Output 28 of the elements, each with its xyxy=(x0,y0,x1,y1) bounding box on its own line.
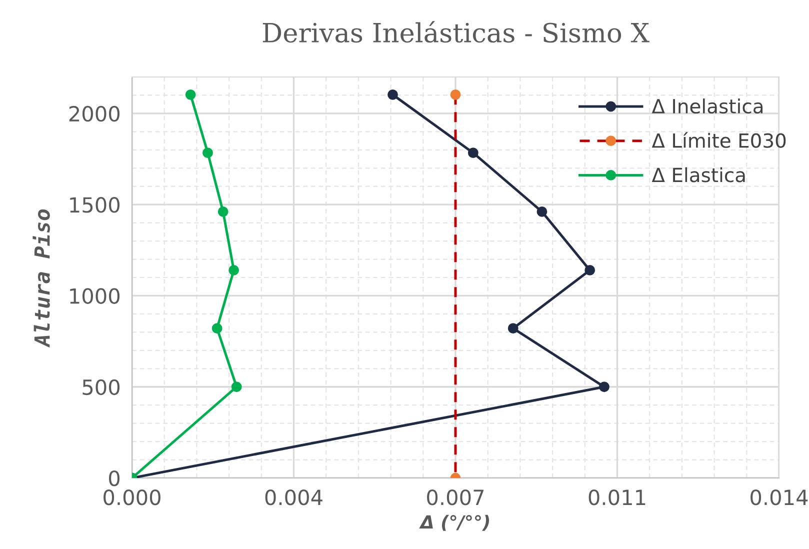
y-tick-label: 0 xyxy=(109,470,120,486)
point xyxy=(536,206,548,217)
x-tick-label: 0.011 xyxy=(588,489,646,506)
x-tick-label: 0.007 xyxy=(427,489,484,506)
point xyxy=(231,382,242,392)
x-tick-label: 0.000 xyxy=(104,489,160,506)
x-axis-title: Δ (°/°°) xyxy=(419,514,490,531)
point xyxy=(218,206,228,217)
chart-title: Derivas Inelásticas - Sismo X xyxy=(262,21,650,43)
point xyxy=(228,265,240,276)
point xyxy=(388,89,398,100)
y-tick-label: 2000 xyxy=(69,106,120,122)
legend-label: Δ Inelastica xyxy=(652,98,763,114)
legend-label: Δ Elastica xyxy=(652,167,745,182)
point xyxy=(584,265,596,276)
point xyxy=(468,148,478,158)
point xyxy=(508,323,518,334)
point xyxy=(202,148,213,158)
x-tick-label: 0.014 xyxy=(750,489,808,506)
y-tick-label: 500 xyxy=(82,379,120,396)
legend-label: Δ Límite E030 xyxy=(652,132,786,148)
point xyxy=(212,323,222,334)
point xyxy=(185,89,196,100)
x-tick-label: 0.004 xyxy=(265,489,322,506)
y-tick-label: 1500 xyxy=(70,197,120,213)
y-axis-title: Altura Piso xyxy=(32,209,50,348)
point xyxy=(599,382,610,392)
y-tick-label: 1000 xyxy=(70,288,120,304)
